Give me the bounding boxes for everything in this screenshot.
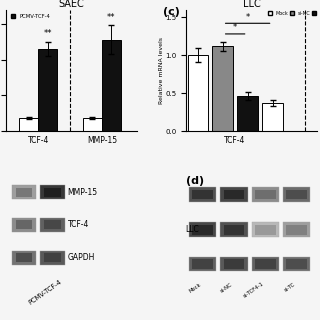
Bar bbox=[255, 259, 276, 269]
Bar bbox=[252, 187, 279, 202]
Bar bbox=[189, 222, 216, 237]
Bar bbox=[189, 257, 216, 271]
Title: LLC: LLC bbox=[243, 0, 260, 9]
Text: GAPDH: GAPDH bbox=[68, 253, 95, 262]
Bar bbox=[102, 40, 121, 131]
Bar bbox=[40, 185, 65, 199]
Bar bbox=[40, 251, 65, 265]
Text: **: ** bbox=[44, 29, 52, 38]
Bar bbox=[252, 222, 279, 237]
Text: *: * bbox=[245, 13, 250, 22]
Bar bbox=[44, 220, 61, 229]
Text: si-TCF4-1: si-TCF4-1 bbox=[243, 282, 265, 299]
Text: TCF-4: TCF-4 bbox=[68, 220, 89, 229]
Text: Mock: Mock bbox=[189, 282, 203, 293]
Bar bbox=[16, 220, 33, 229]
Text: PCMV-TCF-4: PCMV-TCF-4 bbox=[28, 278, 63, 306]
Bar bbox=[12, 185, 36, 199]
Bar bbox=[224, 225, 244, 235]
Text: MMP-15: MMP-15 bbox=[68, 188, 98, 196]
Bar bbox=[286, 225, 307, 235]
Bar bbox=[283, 222, 310, 237]
Bar bbox=[44, 188, 61, 197]
Bar bbox=[286, 190, 307, 199]
Text: **: ** bbox=[107, 13, 116, 22]
Bar bbox=[212, 46, 233, 131]
Text: LLC: LLC bbox=[185, 225, 199, 234]
Text: *: * bbox=[233, 23, 237, 32]
Bar bbox=[192, 225, 213, 235]
Bar bbox=[192, 259, 213, 269]
Bar bbox=[188, 55, 208, 131]
Bar bbox=[38, 49, 57, 131]
Legend: Mock, si-NC, si: Mock, si-NC, si bbox=[267, 10, 320, 17]
Bar bbox=[286, 259, 307, 269]
Bar bbox=[16, 253, 33, 262]
Bar bbox=[255, 190, 276, 199]
Bar bbox=[12, 218, 36, 232]
Bar bbox=[12, 251, 36, 265]
Legend: PCMV-TCF-4: PCMV-TCF-4 bbox=[9, 12, 52, 20]
Bar bbox=[19, 118, 38, 131]
Text: (d): (d) bbox=[186, 176, 204, 186]
Bar bbox=[40, 218, 65, 232]
Bar bbox=[237, 96, 258, 131]
Title: SAEC: SAEC bbox=[59, 0, 84, 9]
Text: (c): (c) bbox=[163, 7, 180, 17]
Text: si-NC: si-NC bbox=[220, 282, 234, 293]
Bar bbox=[83, 118, 102, 131]
Bar bbox=[224, 190, 244, 199]
Text: si-TC: si-TC bbox=[284, 282, 297, 292]
Bar bbox=[283, 257, 310, 271]
Bar bbox=[220, 187, 248, 202]
Bar bbox=[262, 103, 283, 131]
Y-axis label: Relative mRNA levels: Relative mRNA levels bbox=[159, 37, 164, 104]
Bar bbox=[283, 187, 310, 202]
Bar bbox=[255, 225, 276, 235]
Bar bbox=[220, 257, 248, 271]
Bar bbox=[192, 190, 213, 199]
Bar bbox=[44, 253, 61, 262]
Bar bbox=[224, 259, 244, 269]
Bar bbox=[16, 188, 33, 197]
Bar bbox=[220, 222, 248, 237]
Bar bbox=[189, 187, 216, 202]
Bar bbox=[252, 257, 279, 271]
